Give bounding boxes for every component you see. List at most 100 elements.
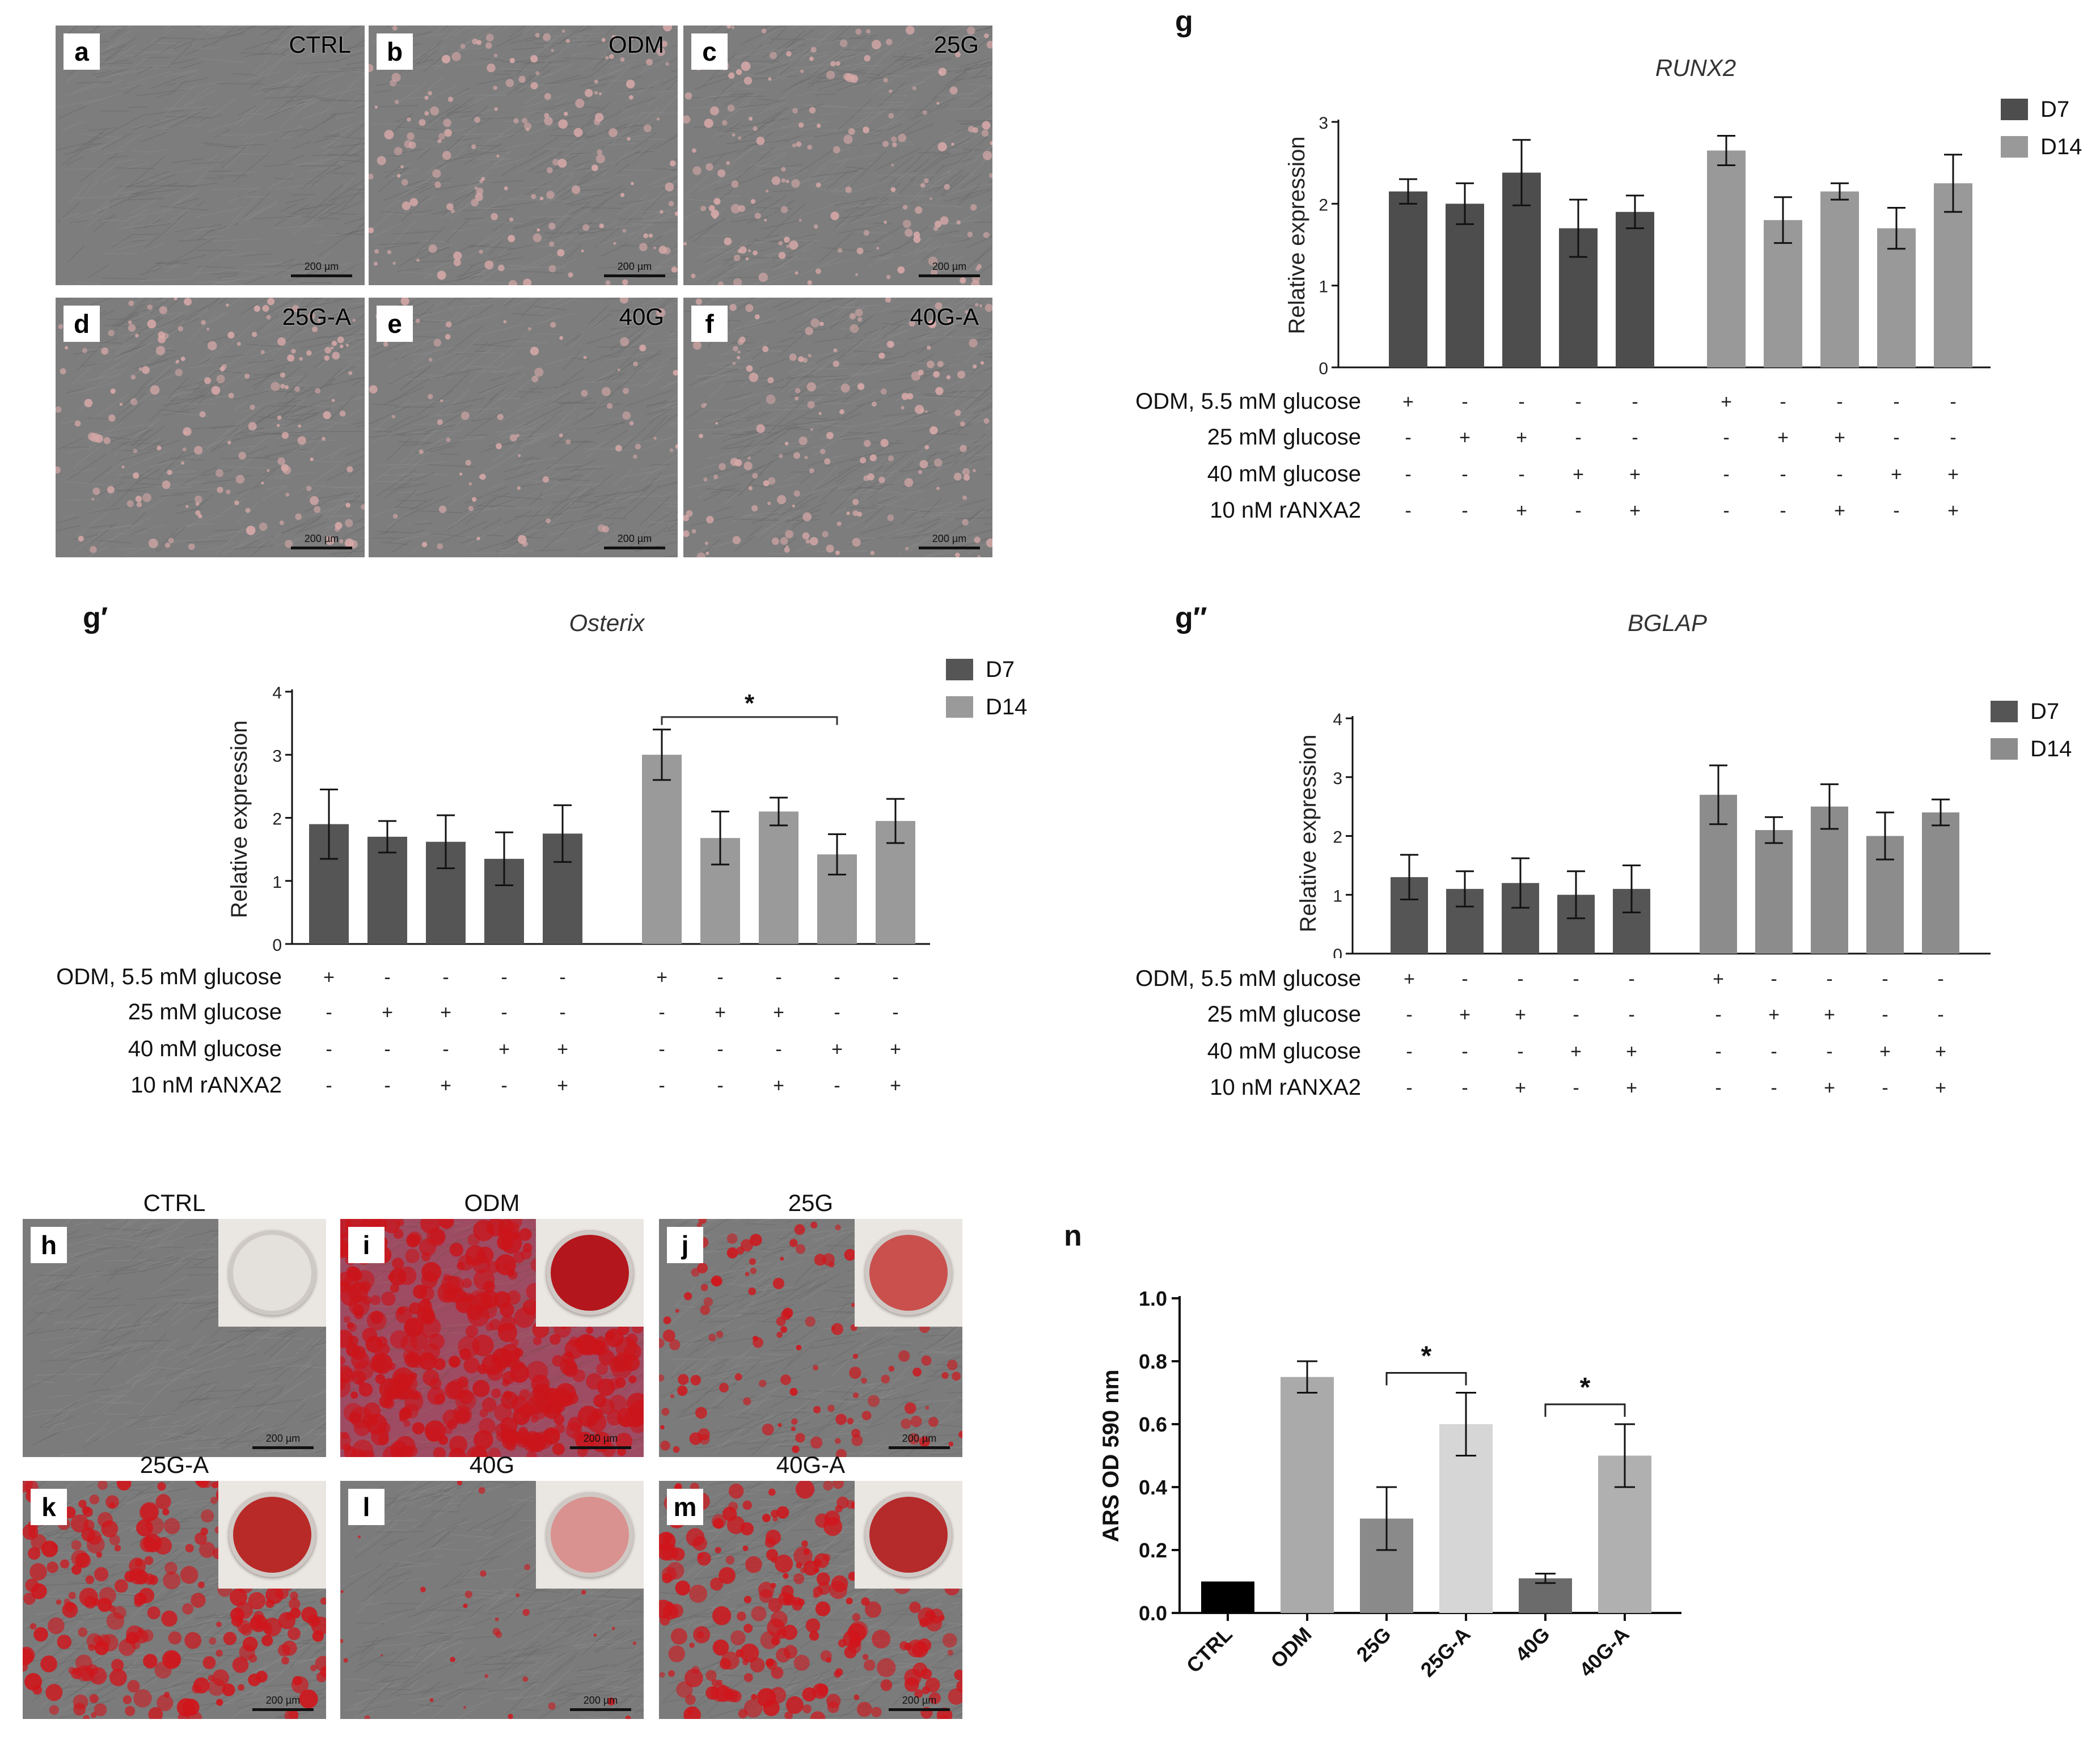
treatment-label: 25 mM glucose xyxy=(128,1000,282,1024)
legend-label-d7: D7 xyxy=(986,657,1015,682)
micrograph-a: a CTRL 200 µm xyxy=(56,26,365,285)
treatment-sign: - xyxy=(442,1039,449,1060)
treatment-sign: - xyxy=(1517,968,1524,990)
treatment-sign: - xyxy=(1406,1004,1413,1026)
micrograph-condition: 25G-A xyxy=(282,303,351,330)
treatment-sign: + xyxy=(1777,427,1789,448)
treatment-sign: - xyxy=(559,1002,566,1023)
y-tick-label: 1.0 xyxy=(1139,1287,1167,1310)
treatment-label: ODM, 5.5 mM glucose xyxy=(1135,966,1361,991)
ars-micrograph-h: h 200 µm xyxy=(23,1219,326,1457)
y-tick-label: 0.6 xyxy=(1139,1413,1167,1436)
scale-bar-label: 200 µm xyxy=(617,533,652,544)
x-tick-label: ODM xyxy=(1266,1623,1316,1672)
ars-micrograph-i: i 200 µm xyxy=(340,1219,644,1457)
y-axis-label: Relative expression xyxy=(227,720,252,918)
treatment-sign: + xyxy=(1404,968,1415,990)
scale-bar-label: 200 µm xyxy=(932,533,967,544)
chart-osterix: 0 1 2 3 4 Relative expression * xyxy=(227,684,930,952)
treatment-sign: - xyxy=(1461,500,1468,522)
treatment-sign: + xyxy=(1935,1077,1946,1099)
scale-bar: 200 µm xyxy=(252,1695,314,1711)
treatment-label: ODM, 5.5 mM glucose xyxy=(56,964,282,989)
chart-ars: 0.0 0.2 0.4 0.6 0.8 1.0 ARS OD 590 nm CTRL ODM 25… xyxy=(1098,1287,1681,1682)
treatment-sign: - xyxy=(1632,427,1638,448)
bar-d14 xyxy=(1764,220,1802,367)
treatment-sign: - xyxy=(1573,1004,1579,1026)
x-tick-label: CTRL xyxy=(1182,1623,1237,1678)
y-tick-label: 0.2 xyxy=(1139,1539,1167,1562)
micrograph-condition: ODM xyxy=(609,31,664,58)
treatment-sign: - xyxy=(1950,427,1957,448)
treatment-sign: - xyxy=(384,967,391,988)
scale-bar-label: 200 µm xyxy=(304,533,339,544)
treatment-sign: - xyxy=(1573,1077,1579,1099)
micrograph-letter: j xyxy=(667,1227,703,1263)
ars-condition-label: 25G-A xyxy=(140,1451,209,1478)
treatment-sign: + xyxy=(1834,427,1845,448)
treatment-sign: + xyxy=(1891,464,1902,485)
treatment-sign: - xyxy=(892,1002,899,1023)
treatment-sign: - xyxy=(1573,968,1579,990)
treatment-sign: + xyxy=(1947,500,1959,522)
well-dish xyxy=(865,1492,952,1577)
treatment-sign: + xyxy=(382,1002,393,1023)
treatment-sign: - xyxy=(384,1075,391,1096)
treatment-sign: - xyxy=(1461,1077,1468,1099)
legend-label-d14: D14 xyxy=(2030,736,2072,761)
ars-condition-label: 25G xyxy=(788,1189,834,1216)
scale-bar-line xyxy=(252,1446,314,1449)
treatment-sign: + xyxy=(890,1039,901,1060)
y-tick-label: 0 xyxy=(1319,359,1328,378)
chart-runx2: 0 1 2 3 Relative expression xyxy=(1284,114,1991,378)
y-tick-label: 4 xyxy=(272,684,282,702)
treatment-label: 25 mM glucose xyxy=(1207,425,1361,450)
significance-bracket xyxy=(1544,1403,1626,1417)
treatment-sign: - xyxy=(1723,427,1730,448)
bar-d14 xyxy=(1811,806,1848,954)
legend-swatch-d7 xyxy=(1991,701,2018,722)
scale-bar-line xyxy=(919,274,980,277)
ars-condition-label: 40G-A xyxy=(776,1451,846,1478)
treatment-sign: - xyxy=(1461,464,1468,485)
y-tick-label: 2 xyxy=(272,810,282,829)
well-inset-photo xyxy=(855,1481,962,1589)
significance-bracket xyxy=(1385,1372,1467,1386)
treatment-sign: - xyxy=(1518,391,1525,413)
scale-bar-line xyxy=(604,547,665,549)
scale-bar: 200 µm xyxy=(604,533,665,549)
scale-bar-label: 200 µm xyxy=(583,1433,618,1444)
micrograph-letter: i xyxy=(348,1227,384,1263)
bar-d14 xyxy=(1934,183,1972,367)
micrograph-c: c 25G 200 µm xyxy=(683,26,992,285)
scale-bar: 200 µm xyxy=(570,1695,631,1711)
micrograph-letter: k xyxy=(31,1489,67,1525)
ars-condition-label: 40G xyxy=(469,1451,515,1478)
treatment-sign: - xyxy=(1780,391,1786,413)
scale-bar: 200 µm xyxy=(291,261,352,277)
ars-micrograph-j: j 200 µm xyxy=(659,1219,962,1457)
treatment-sign: - xyxy=(1715,1041,1722,1062)
treatment-sign: - xyxy=(1780,500,1786,522)
treatment-sign: - xyxy=(442,967,449,988)
treatment-sign: - xyxy=(384,1039,391,1060)
treatment-sign: + xyxy=(440,1002,451,1023)
treatment-sign: + xyxy=(498,1039,510,1060)
bar-d7 xyxy=(1446,204,1484,367)
treatment-sign: + xyxy=(1721,391,1732,413)
legend-swatch-d7 xyxy=(946,659,973,680)
treatment-sign: - xyxy=(501,1002,508,1023)
chart-title-runx2: RUNX2 xyxy=(1655,54,1736,81)
scale-bar: 200 µm xyxy=(919,533,980,549)
scale-bar: 200 µm xyxy=(889,1433,950,1449)
scale-bar-label: 200 µm xyxy=(304,261,339,272)
treatment-sign: + xyxy=(890,1075,901,1096)
treatment-sign: - xyxy=(326,1039,332,1060)
micrograph-d: d 25G-A 200 µm xyxy=(56,298,365,557)
treatment-sign: - xyxy=(658,1075,665,1096)
panel-label-g-prime: g′ xyxy=(83,602,108,634)
bar-d7 xyxy=(367,836,407,944)
significance-star: * xyxy=(1580,1373,1591,1403)
treatment-sign: + xyxy=(831,1039,843,1060)
scale-bar-line xyxy=(889,1446,950,1449)
